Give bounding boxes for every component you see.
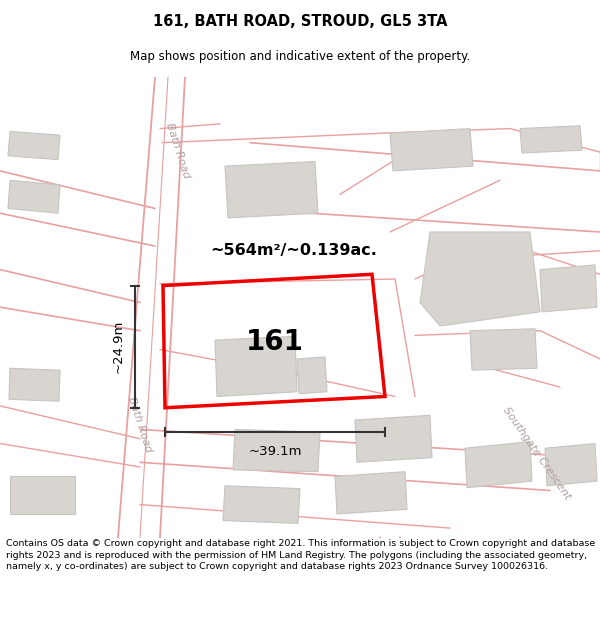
Polygon shape	[420, 232, 540, 326]
Text: Bath Road: Bath Road	[127, 396, 154, 454]
Polygon shape	[465, 442, 532, 488]
Polygon shape	[540, 265, 597, 312]
Text: ~24.9m: ~24.9m	[112, 320, 125, 373]
Polygon shape	[10, 476, 75, 514]
Text: Map shows position and indicative extent of the property.: Map shows position and indicative extent…	[130, 50, 470, 63]
Polygon shape	[215, 336, 297, 396]
Polygon shape	[297, 357, 327, 394]
Text: Bath Road: Bath Road	[164, 121, 191, 179]
Polygon shape	[9, 368, 60, 401]
Text: 161, BATH ROAD, STROUD, GL5 3TA: 161, BATH ROAD, STROUD, GL5 3TA	[153, 14, 447, 29]
Polygon shape	[8, 180, 60, 213]
Text: 161: 161	[246, 328, 304, 356]
Text: ~564m²/~0.139ac.: ~564m²/~0.139ac.	[210, 243, 377, 258]
Polygon shape	[233, 429, 320, 472]
Polygon shape	[545, 444, 597, 486]
Polygon shape	[470, 329, 537, 370]
Text: Contains OS data © Crown copyright and database right 2021. This information is : Contains OS data © Crown copyright and d…	[6, 539, 595, 571]
Text: ~39.1m: ~39.1m	[248, 446, 302, 458]
Polygon shape	[223, 486, 300, 523]
Polygon shape	[335, 472, 407, 514]
Text: Southgate Crescent: Southgate Crescent	[501, 405, 573, 501]
Polygon shape	[390, 129, 473, 171]
Polygon shape	[520, 126, 582, 153]
Polygon shape	[225, 161, 318, 218]
Polygon shape	[8, 131, 60, 159]
Polygon shape	[355, 415, 432, 462]
